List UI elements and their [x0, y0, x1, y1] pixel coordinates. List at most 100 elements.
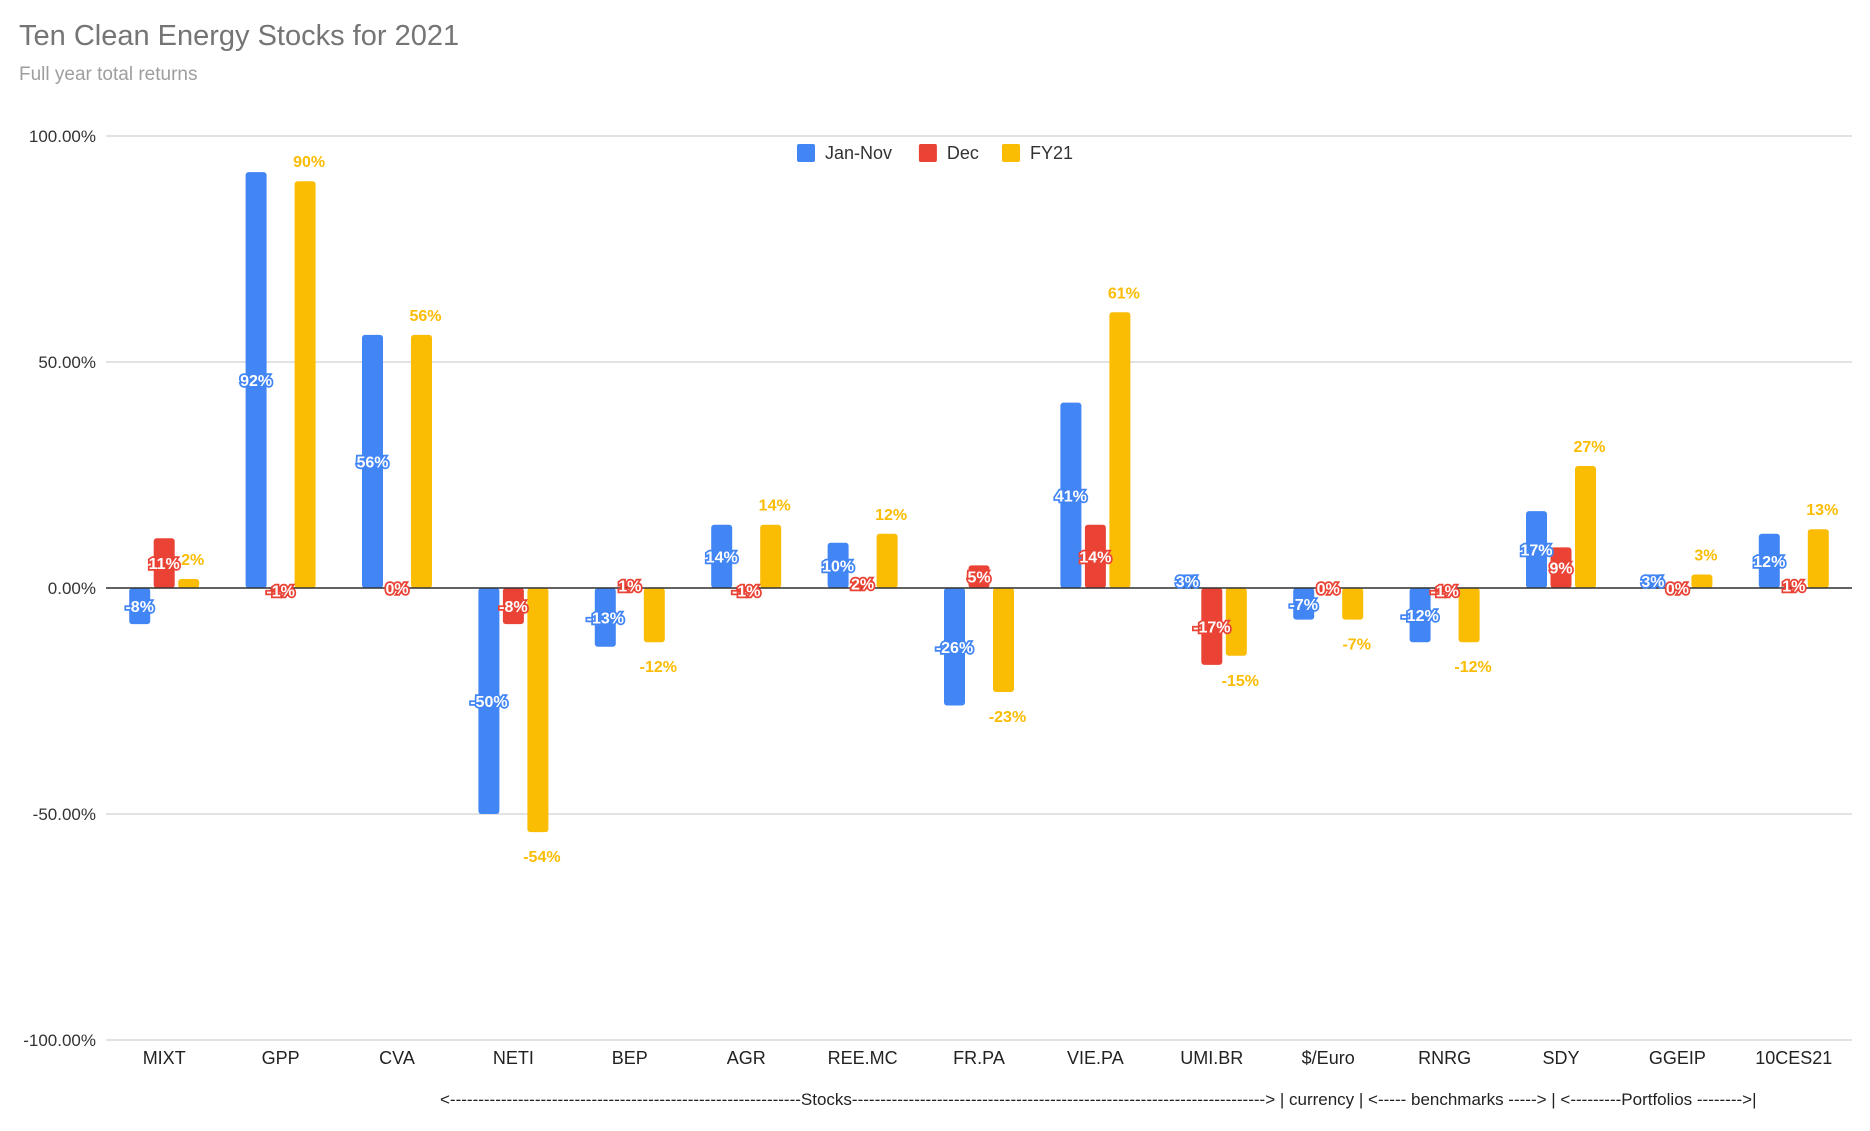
data-label: -7%	[1289, 597, 1317, 614]
x-tick-label: SDY	[1542, 1048, 1579, 1068]
data-label: 3%	[1176, 574, 1199, 591]
bar-jan-nov	[245, 172, 267, 588]
bars	[129, 172, 1829, 833]
data-label: -1%	[266, 583, 294, 600]
data-label: 14%	[1079, 549, 1111, 566]
chart-subtitle: Full year total returns	[19, 64, 198, 85]
bar-jan-nov	[1060, 402, 1082, 588]
y-tick-label: 50.00%	[38, 353, 96, 372]
chart-title: Ten Clean Energy Stocks for 2021	[19, 20, 460, 52]
data-label: -54%	[523, 849, 560, 866]
data-label: 14%	[706, 549, 738, 566]
data-label: 2%	[851, 576, 874, 593]
data-label: 0%	[1666, 581, 1689, 598]
data-label: 90%	[293, 154, 325, 171]
bar-jan-nov	[1293, 588, 1315, 620]
bar-fy21	[1225, 588, 1247, 656]
data-label: 10%	[822, 558, 854, 575]
legend-swatch	[1002, 144, 1020, 162]
bar-dec	[1783, 583, 1805, 588]
data-label: -15%	[1222, 673, 1259, 690]
data-label: 2%	[181, 552, 204, 569]
bar-jan-nov	[944, 588, 965, 706]
bar-fy21	[1807, 529, 1829, 588]
bar-fy21	[760, 524, 782, 588]
legend-swatch	[918, 144, 937, 162]
data-label: -12%	[1454, 659, 1491, 676]
bar-fy21	[1691, 574, 1713, 588]
bar-dec	[852, 578, 874, 588]
bar-fy21	[411, 334, 432, 588]
category-group-footnote: <---------------------------------------…	[440, 1090, 1757, 1109]
data-label: -8%	[125, 599, 153, 616]
legend: Jan-Nov Dec FY21	[797, 143, 1073, 163]
legend-swatch	[797, 144, 815, 162]
bar-dec	[735, 588, 757, 593]
bar-fy21	[294, 181, 316, 588]
bar-fy21	[1575, 465, 1596, 588]
x-axis: MIXT GPP CVA NETI BEP AGR REE.MC FR.PA VIE.PA UMI…	[143, 1048, 1833, 1068]
x-tick-label: AGR	[727, 1048, 766, 1068]
x-tick-label: NETI	[493, 1048, 534, 1068]
bar-dec	[1084, 524, 1106, 588]
data-label: 13%	[1806, 502, 1838, 519]
data-label: 9%	[1549, 561, 1572, 578]
data-label: 3%	[1641, 574, 1664, 591]
x-tick-label: GGEIP	[1649, 1048, 1706, 1068]
bar-dec	[270, 588, 292, 593]
bar-jan-nov	[1758, 533, 1780, 588]
bar-dec	[153, 538, 175, 588]
data-label: 1%	[1782, 579, 1805, 596]
bar-jan-nov	[129, 588, 151, 625]
bar-dec	[502, 588, 524, 625]
bar-jan-nov	[1642, 574, 1664, 588]
data-label: -17%	[1193, 619, 1230, 636]
bar-fy21	[527, 588, 549, 833]
data-label: 12%	[1753, 554, 1785, 571]
data-label: 0%	[385, 581, 408, 598]
bar-jan-nov	[362, 334, 383, 588]
data-label: 1%	[618, 579, 641, 596]
x-tick-label: RNRG	[1418, 1048, 1471, 1068]
x-tick-label: REE.MC	[828, 1048, 898, 1068]
y-tick-label: -100.00%	[23, 1031, 96, 1050]
x-tick-label: MIXT	[143, 1048, 186, 1068]
legend-label: FY21	[1030, 143, 1073, 163]
data-label: -8%	[499, 599, 527, 616]
data-labels: -8%11% 2%92%-1%90%56%0%56%-50%-8%-54%-13%…	[124, 154, 1839, 866]
data-label: -23%	[989, 709, 1026, 726]
x-tick-label: GPP	[262, 1048, 300, 1068]
x-tick-label: FR.PA	[953, 1048, 1005, 1068]
data-label: -7%	[1342, 637, 1370, 654]
data-label: 11%	[149, 556, 180, 573]
bar-dec	[968, 565, 990, 588]
x-tick-label: UMI.BR	[1180, 1048, 1243, 1068]
data-label: -26%	[936, 640, 973, 657]
bar-fy21	[1458, 588, 1480, 643]
bar-fy21	[1342, 588, 1364, 620]
legend-label: Jan-Nov	[825, 143, 892, 163]
data-label: 92%	[240, 373, 272, 390]
bar-jan-nov	[1409, 588, 1431, 643]
x-tick-label: VIE.PA	[1067, 1048, 1124, 1068]
data-label: 0%	[1317, 581, 1340, 598]
data-label: -1%	[1430, 583, 1458, 600]
bar-jan-nov	[478, 588, 500, 814]
legend-label: Dec	[947, 143, 979, 163]
data-label: -13%	[587, 610, 624, 627]
data-label: 17%	[1520, 543, 1552, 560]
bar-jan-nov	[1526, 511, 1547, 588]
bar-jan-nov	[711, 524, 733, 588]
x-tick-label: CVA	[379, 1048, 415, 1068]
data-label: 56%	[356, 454, 388, 471]
gridlines	[106, 135, 1852, 1041]
bar-dec	[619, 583, 641, 588]
bar-dec	[1201, 588, 1223, 665]
bar-fy21	[876, 533, 898, 588]
bar-fy21	[993, 588, 1014, 692]
data-label: -50%	[470, 694, 507, 711]
data-label: 12%	[875, 507, 907, 524]
x-tick-label: BEP	[612, 1048, 648, 1068]
bar-dec	[1434, 588, 1456, 593]
